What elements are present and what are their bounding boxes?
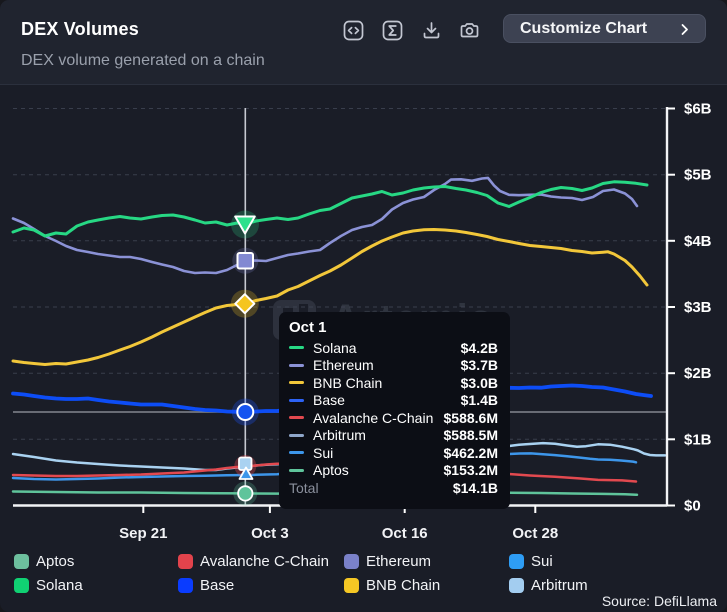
svg-text:Oct 16: Oct 16 [382, 525, 428, 542]
svg-text:$2B: $2B [684, 365, 712, 382]
svg-text:Sep 21: Sep 21 [119, 525, 167, 542]
svg-text:$0: $0 [684, 498, 701, 515]
svg-text:Oct 28: Oct 28 [512, 525, 558, 542]
svg-text:$3B: $3B [684, 299, 712, 316]
svg-text:$6B: $6B [684, 101, 712, 118]
svg-text:$4B: $4B [684, 233, 712, 250]
svg-text:Oct 3: Oct 3 [251, 525, 289, 542]
svg-text:$5B: $5B [684, 167, 712, 184]
svg-text:$1B: $1B [684, 431, 712, 448]
